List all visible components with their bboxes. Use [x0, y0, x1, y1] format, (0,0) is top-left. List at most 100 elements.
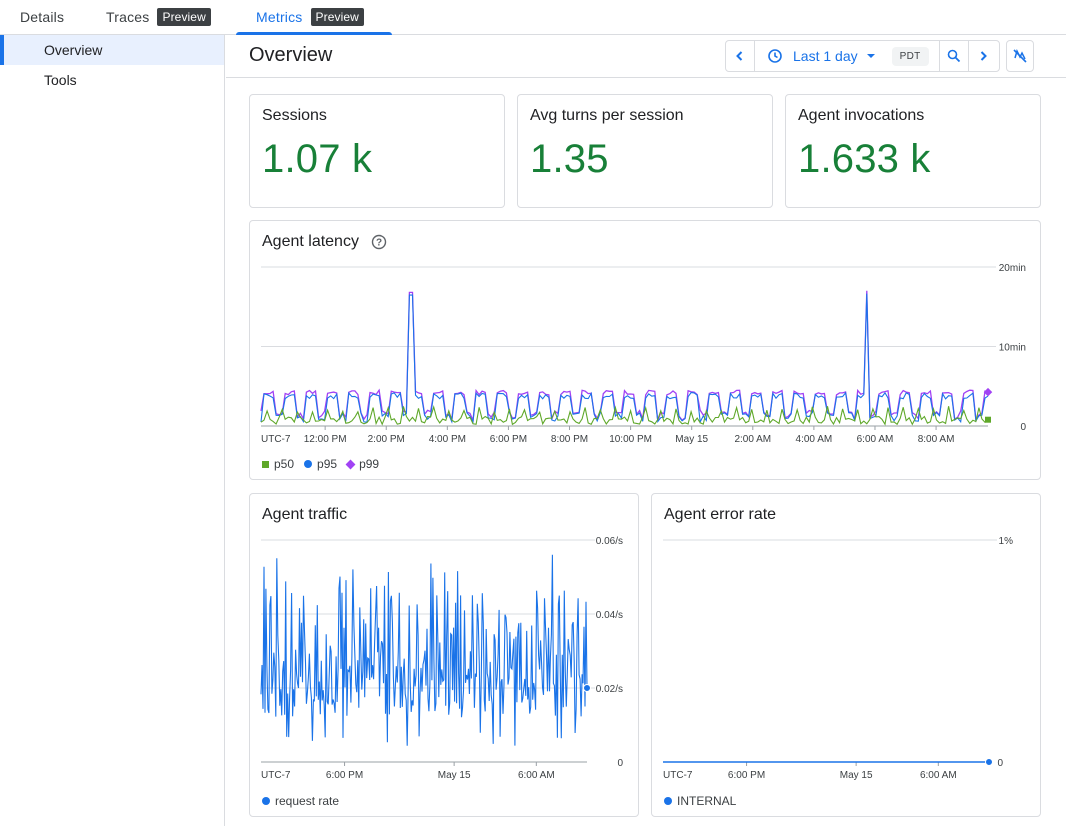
agent-traffic-card: Agent traffic 0 0.02/s 0.04/s 0.06/s UTC-7 6:…: [249, 493, 639, 817]
kpi-card-avg-turns: Avg turns per session 1.35: [517, 94, 773, 208]
divider: [938, 41, 940, 71]
page-title: Overview: [249, 44, 333, 66]
x-tick-label: May 15: [438, 770, 471, 781]
chevron-left-icon: [736, 51, 743, 61]
legend-item-internal[interactable]: INTERNAL: [664, 794, 736, 808]
sync-off-icon: [1013, 48, 1027, 63]
sidebar: Overview Tools: [0, 35, 225, 826]
chart-legend: p50 p95 p99: [262, 457, 389, 471]
y-tick-label: 0.06/s: [596, 536, 623, 547]
request-rate-end-marker: [583, 684, 591, 692]
p50-end-marker: [985, 416, 991, 423]
agent-latency-card: Agent latency ? 0 10min 20min UTC-7 12:00 PM…: [249, 220, 1041, 480]
x-tick-label: 6:00 PM: [326, 770, 363, 781]
legend-label: p50: [274, 457, 295, 471]
agent-latency-chart[interactable]: 0 10min 20min UTC-7 12:00 PM 2:00 PM 4:00 PM 6:…: [250, 251, 1040, 451]
divider: [967, 41, 969, 71]
caret-down-icon: [866, 54, 875, 58]
next-period-button[interactable]: [969, 41, 997, 71]
x-tick-label: UTC-7: [663, 770, 693, 781]
active-tab-indicator: [236, 32, 392, 35]
y-tick-label: 0.04/s: [596, 610, 623, 621]
square-marker-icon: [262, 460, 269, 468]
y-tick-label: 10min: [999, 343, 1026, 354]
kpi-value: 1.07 k: [262, 137, 373, 181]
time-range-value: Last 1 day: [793, 48, 858, 64]
tab-traces[interactable]: Traces Preview: [106, 0, 211, 34]
tab-label: Details: [20, 9, 65, 25]
x-tick-label: 4:00 PM: [429, 434, 466, 445]
zoom-button[interactable]: [940, 41, 968, 71]
legend-item-p50[interactable]: p50: [262, 457, 294, 471]
internal-end-marker: [985, 758, 993, 766]
x-tick-label: 8:00 AM: [918, 434, 955, 445]
x-tick-label: 6:00 PM: [728, 770, 765, 781]
y-tick-label: 0: [617, 758, 623, 769]
time-range-selector[interactable]: Last 1 day PDT: [755, 41, 939, 71]
tab-label: Traces: [106, 9, 150, 25]
x-tick-label: 8:00 PM: [551, 434, 588, 445]
sidebar-item-overview[interactable]: Overview: [0, 35, 224, 65]
chart-title: Agent latency: [262, 233, 359, 250]
x-tick-label: UTC-7: [261, 770, 291, 781]
chart-title: Agent error rate: [664, 506, 777, 523]
kpi-label: Sessions: [262, 107, 327, 124]
legend-item-request-rate[interactable]: request rate: [262, 794, 339, 808]
circle-marker-icon: [262, 797, 270, 805]
circle-marker-icon: [664, 797, 672, 805]
x-tick-label: 4:00 AM: [796, 434, 833, 445]
x-tick-label: 2:00 AM: [734, 434, 771, 445]
y-tick-label: 20min: [999, 263, 1026, 274]
help-icon[interactable]: ?: [371, 234, 387, 250]
previous-period-button[interactable]: [726, 41, 754, 71]
x-tick-label: 10:00 PM: [609, 434, 652, 445]
x-tick-label: May 15: [675, 434, 708, 445]
zoom-icon: [947, 49, 960, 63]
sidebar-item-label: Overview: [44, 42, 103, 58]
kpi-label: Avg turns per session: [530, 107, 684, 124]
y-tick-label: 0: [1020, 422, 1026, 433]
y-tick-label: 1%: [999, 536, 1014, 547]
y-tick-label: 0: [997, 758, 1003, 769]
legend-label: request rate: [275, 794, 340, 808]
legend-label: p99: [359, 457, 380, 471]
request-rate-series-line: [260, 554, 588, 746]
x-tick-label: May 15: [840, 770, 873, 781]
sidebar-item-tools[interactable]: Tools: [0, 65, 224, 95]
y-tick-label: 0.02/s: [596, 684, 623, 695]
kpi-card-agent-invocations: Agent invocations 1.633 k: [785, 94, 1041, 208]
preview-badge: Preview: [310, 8, 364, 26]
kpi-label: Agent invocations: [798, 107, 925, 124]
chart-legend: INTERNAL: [664, 794, 746, 808]
diamond-marker-icon: [345, 459, 356, 469]
svg-text:?: ?: [376, 238, 382, 249]
kpi-value: 1.633 k: [798, 137, 931, 181]
time-range-controls: Last 1 day PDT: [725, 40, 1000, 72]
tab-bar: Details Traces Preview Metrics Preview: [0, 0, 1066, 35]
x-tick-label: 6:00 AM: [857, 434, 894, 445]
kpi-card-sessions: Sessions 1.07 k: [249, 94, 505, 208]
p95-series-line: [260, 293, 989, 424]
tab-metrics[interactable]: Metrics Preview: [236, 0, 392, 35]
legend-label: p95: [317, 457, 338, 471]
preview-badge: Preview: [157, 8, 211, 26]
timezone-badge: PDT: [891, 46, 929, 66]
x-tick-label: 6:00 AM: [920, 770, 957, 781]
sidebar-item-label: Tools: [44, 72, 77, 88]
page-header: Overview Last 1 day PDT: [226, 35, 1066, 78]
x-tick-label: 6:00 AM: [518, 770, 555, 781]
p50-series-line: [260, 405, 989, 426]
chevron-right-icon: [980, 51, 987, 61]
agent-error-rate-card: Agent error rate 1% 0 UTC-7 6:00 PM May 15 6:…: [651, 493, 1041, 817]
sync-charts-button[interactable]: [1006, 40, 1034, 72]
x-tick-label: 12:00 PM: [304, 434, 347, 445]
legend-item-p99[interactable]: p99: [345, 457, 380, 471]
legend-label: INTERNAL: [677, 794, 737, 808]
clock-icon: [768, 49, 782, 63]
agent-error-rate-chart[interactable]: 1% 0 UTC-7 6:00 PM May 15 6:00 AM: [652, 530, 1040, 790]
tab-details[interactable]: Details: [20, 0, 64, 34]
legend-item-p95[interactable]: p95: [304, 457, 337, 471]
kpi-value: 1.35: [530, 137, 609, 181]
circle-marker-icon: [304, 460, 313, 468]
agent-traffic-chart[interactable]: 0 0.02/s 0.04/s 0.06/s UTC-7 6:00 PM May 15 6:0…: [250, 530, 638, 790]
